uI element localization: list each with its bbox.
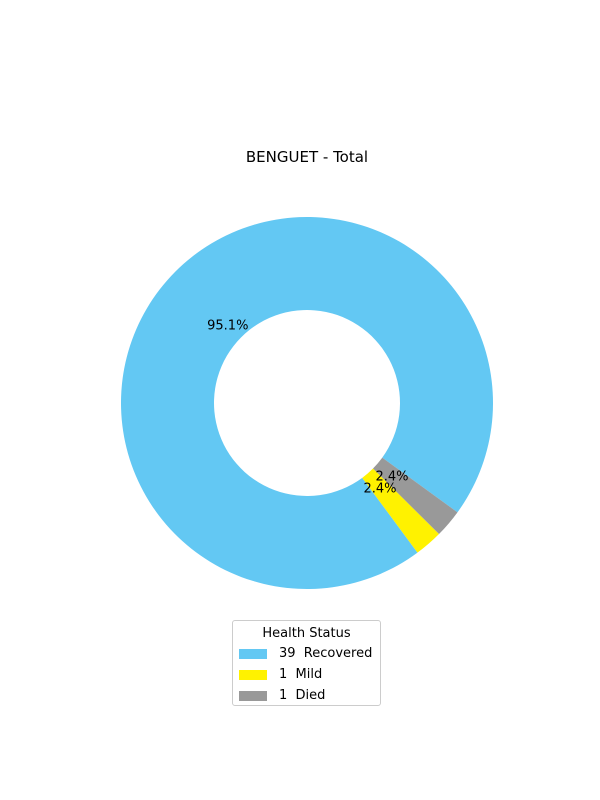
- slices-group: [121, 216, 494, 589]
- legend-item-died: 1 Died: [233, 685, 380, 706]
- pct-label-recovered: 95.1%: [207, 318, 248, 333]
- slice-mild: [362, 468, 440, 553]
- legend-label-mild: 1 Mild: [279, 667, 323, 682]
- percent-labels-group: 95.1% 2.4%2.4%: [207, 318, 408, 496]
- legend-title: Health Status: [262, 626, 351, 641]
- legend-item-mild: 1 Mild: [233, 664, 380, 685]
- slice-recovered: [121, 216, 494, 589]
- slice-died: [373, 457, 458, 535]
- pct-label-died: 2.4%: [375, 469, 408, 484]
- legend-label-recovered: 39 Recovered: [279, 646, 373, 661]
- legend-item-recovered: 39 Recovered: [233, 643, 380, 664]
- chart-title: BENGUET - Total: [246, 148, 368, 166]
- legend-swatch-died: [239, 690, 267, 701]
- legend-swatch-mild: [239, 669, 267, 680]
- legend-label-died: 1 Died: [279, 688, 326, 703]
- legend-swatch-recovered: [239, 648, 267, 659]
- pct-label-mild: 2.4%: [363, 481, 396, 496]
- legend: Health Status 39 Recovered 1 Mild 1 Died: [232, 620, 381, 706]
